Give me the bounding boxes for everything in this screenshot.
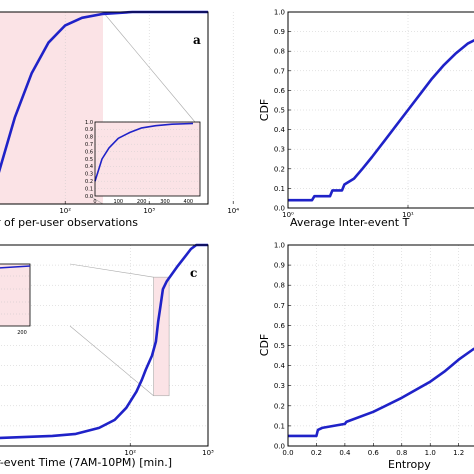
inset-y-tick-label: 0.5 [85,157,93,163]
y-tick-label: 0.4 [274,362,286,370]
x-tick-label: 1.2 [453,449,464,457]
x-tick-label: 0.0 [282,449,293,457]
y-tick-label: 0.4 [274,126,286,134]
y-tick-label: 0.8 [274,48,285,56]
zoom-connector [69,263,154,278]
y-tick-label: 0.3 [274,382,285,390]
inset-frame [94,121,201,197]
panel-d-ylabel: CDF [258,334,271,356]
x-tick-label: 1.0 [425,449,436,457]
x-tick-label: 10¹ [402,211,414,219]
x-tick-label: 10² [59,207,71,215]
inset-x-tick-label: 200 [137,199,147,205]
panel-a-cdf-line [0,10,208,173]
x-tick-label: 0.8 [396,449,407,457]
panel-b-xlabel: Average Inter-event T [290,216,410,229]
panel-c-letter: c [190,266,197,280]
x-tick-label: 10² [124,449,136,457]
inset-x-tick-label: 100 [114,199,124,205]
y-tick-label: 0.6 [274,322,286,330]
y-tick-label: 0.3 [274,146,285,154]
zoom-connector [89,195,104,205]
y-tick-label: 0.6 [274,87,286,95]
inset-cdf-line [0,265,31,269]
x-tick-label: 0.6 [368,449,380,457]
panel-d-cdf-line [288,347,474,438]
panel-a-xlabel: r of per-user observations [0,216,138,229]
inset-x-tick-label: 200 [17,330,27,336]
shaded-region [153,276,170,397]
y-tick-label: 0.7 [274,67,285,75]
panel-b-cdf-line [288,39,474,202]
inset-y-tick-label: 0.0 [85,194,93,200]
inset-y-tick-label: 0.3 [85,172,93,178]
inset-y-tick-label: 0.6 [85,149,93,155]
inset-y-tick-label: 0.9 [85,127,93,133]
panel-c-frame [0,244,209,447]
inset-cdf-line [94,122,194,182]
inset-x-tick-label: 400 [184,199,194,205]
panel-c-xlabel: r-event Time (7AM-10PM) [min.] [0,456,172,469]
y-tick-label: 1.0 [274,242,285,250]
inset-frame [0,263,31,327]
y-tick-label: 0.1 [274,422,285,430]
panel-b-ylabel: CDF [258,99,271,121]
y-tick-label: 0.7 [274,302,285,310]
y-tick-label: 0.1 [274,185,285,193]
inset-x-tick-label: 300 [160,199,170,205]
panel-d-xlabel: Entropy [388,458,431,471]
y-tick-label: 0.9 [274,28,285,36]
x-tick-label: 0.4 [339,449,351,457]
zoom-connector [69,325,154,396]
y-tick-label: 0.0 [274,205,285,213]
panel-c-cdf-line [0,243,208,440]
y-tick-label: 0.5 [274,342,285,350]
zoom-connector [102,11,196,123]
x-tick-label: 10³ [143,207,155,215]
x-tick-label: 10⁰ [282,211,294,219]
y-tick-label: 0.5 [274,107,285,115]
y-tick-label: 0.0 [274,443,285,451]
inset-y-tick-label: 0.2 [85,179,93,185]
inset-y-tick-label: 0.8 [85,135,93,141]
inset-y-tick-label: 0.1 [85,186,93,192]
inset-y-tick-label: 0.4 [85,164,93,170]
inset-y-tick-label: 0.7 [85,142,93,148]
y-tick-label: 0.9 [274,262,285,270]
y-tick-label: 1.0 [274,9,285,17]
panel-a-frame [0,11,209,205]
y-tick-label: 0.8 [274,282,285,290]
x-tick-label: 10³ [202,449,214,457]
y-tick-label: 0.2 [274,165,285,173]
x-tick-label: 0.2 [311,449,322,457]
panel-a-letter: a [193,33,201,47]
inset-x-tick-label: 0 [93,199,96,205]
x-tick-label: 10⁴ [227,207,239,215]
y-tick-label: 0.2 [274,402,285,410]
inset-y-tick-label: 1.0 [85,120,93,126]
